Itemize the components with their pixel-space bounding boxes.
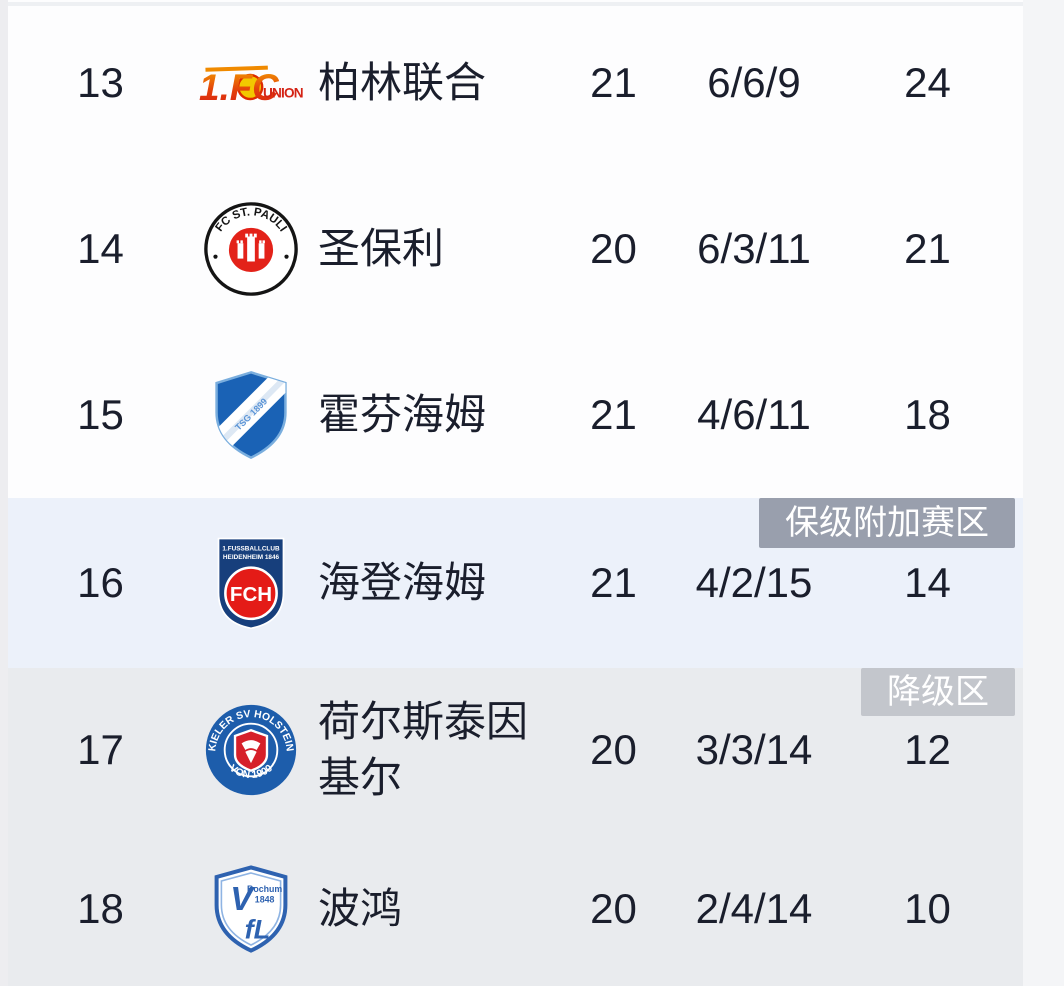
union-fc-text: 1.FC [199,67,279,108]
table-row[interactable]: 13 1.FC UNION 柏林联合 21 6/6/9 24 [8,0,1023,166]
team-name: 柏林联合 [318,59,487,107]
st-pauli-logo-icon: FC ST. PAULI 1910 [193,201,308,297]
holstein-kiel-logo-icon: KIELER SV HOLSTEIN · VON 1900 · [193,703,308,797]
matches-played: 20 [590,725,637,773]
union-wordmark: UNION [263,85,303,100]
position: 15 [77,391,124,438]
table-row[interactable]: 18 V fL Bochum 1848 波鸿 20 2/4/14 10 [8,831,1023,986]
heidenheim-line1: 1.FUSSBALLCLUB [222,546,280,553]
team-name: 荷尔斯泰因基尔 [318,698,529,801]
heidenheim-logo-icon: 1.FUSSBALLCLUB HEIDENHEIM 1846 FCH [193,536,308,630]
win-draw-loss: 2/4/14 [695,884,813,932]
points: 14 [904,559,951,606]
win-draw-loss: 4/2/15 [695,559,813,606]
position: 18 [77,884,124,932]
heidenheim-fch-text: FCH [229,583,271,606]
points: 10 [904,884,951,932]
win-draw-loss: 6/6/9 [707,59,801,106]
win-draw-loss: 3/3/14 [695,725,813,773]
position: 13 [77,59,124,106]
points: 18 [904,391,951,438]
team-name: 波鸿 [318,884,403,932]
position: 17 [77,725,124,773]
points: 12 [904,725,951,773]
bochum-name-text: Bochum [246,884,281,894]
relegation-zone-badge: 降级区 [861,668,1015,716]
team-name: 海登海姆 [318,559,487,607]
points: 21 [904,225,951,272]
table-row[interactable]: 14 FC ST. PAULI 1910 [8,166,1023,332]
left-gutter [0,0,8,986]
table-row[interactable]: 保级附加赛区 16 1.FUSSBALLCLUB HEIDENHEIM 1846… [8,498,1023,668]
matches-played: 21 [590,59,637,106]
matches-played: 21 [590,559,637,606]
matches-played: 21 [590,391,637,438]
points: 24 [904,59,951,106]
position: 16 [77,559,124,606]
union-berlin-logo-icon: 1.FC UNION [193,54,308,112]
table-row[interactable]: 15 TSG 1899 霍芬海姆 21 4/6/11 18 [8,332,1023,498]
team-name: 霍芬海姆 [318,391,487,439]
st-pauli-castle [236,233,265,262]
hoffenheim-logo-icon: TSG 1899 [193,369,308,461]
bochum-fl-text: fL [244,913,270,944]
bochum-year-text: 1848 [254,894,274,904]
win-draw-loss: 6/3/11 [697,225,811,272]
top-divider [8,2,1023,6]
standings-table: 13 1.FC UNION 柏林联合 21 6/6/9 24 [8,0,1023,986]
table-row[interactable]: 降级区 17 KIELER SV HOLSTEIN · VON 1900 · 荷… [8,668,1023,831]
team-name: 圣保利 [318,225,445,273]
matches-played: 20 [590,884,637,932]
bochum-logo-icon: V fL Bochum 1848 [193,864,308,954]
kiel-eagle [241,739,260,750]
win-draw-loss: 4/6/11 [697,391,811,438]
heidenheim-line2: HEIDENHEIM 1846 [222,554,279,561]
bochum-v-text: V [230,880,255,917]
position: 14 [77,225,124,272]
relegation-playoff-zone-badge: 保级附加赛区 [759,498,1015,548]
matches-played: 20 [590,225,637,272]
